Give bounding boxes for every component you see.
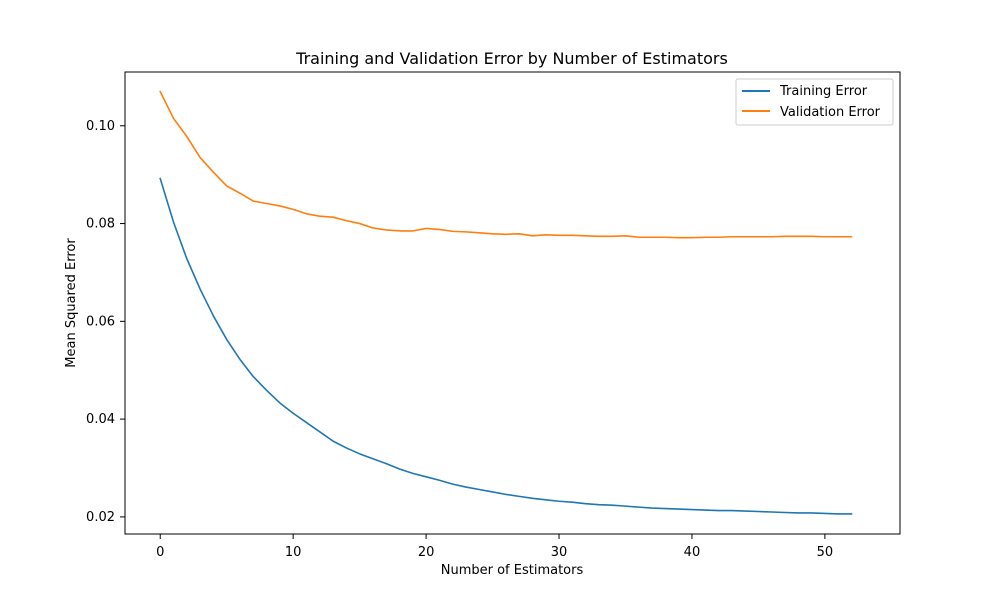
y-tick-label: 0.02	[86, 510, 115, 525]
y-tick-label: 0.10	[86, 119, 115, 134]
x-tick-label: 0	[156, 545, 164, 560]
plot-area: 0 10 20 30 40 50 0.02 0.04 0.06 0.08 0.10	[86, 71, 901, 560]
legend-frame	[735, 78, 894, 126]
legend-label-training-error: Training Error	[779, 84, 868, 99]
series-lines	[159, 90, 853, 515]
legend: Training Error Validation Error	[735, 78, 894, 126]
x-tick-label: 40	[684, 545, 701, 560]
legend-label-validation-error: Validation Error	[780, 105, 881, 120]
x-tick-label: 50	[817, 545, 834, 560]
chart-title: Training and Validation Error by Number …	[295, 49, 728, 68]
x-tick-label: 10	[285, 545, 302, 560]
y-axis-ticks: 0.02 0.04 0.06 0.08 0.10	[86, 119, 125, 525]
x-axis-label: Number of Estimators	[441, 563, 584, 578]
y-axis-label: Mean Squared Error	[64, 238, 79, 368]
y-tick-label: 0.06	[86, 314, 115, 329]
validation-error-line	[159, 90, 853, 239]
plot-frame	[124, 71, 901, 535]
training-error-line	[159, 177, 853, 515]
x-axis-ticks: 0 10 20 30 40 50	[156, 534, 833, 560]
y-tick-label: 0.04	[86, 412, 115, 427]
x-tick-label: 20	[418, 545, 435, 560]
x-tick-label: 30	[551, 545, 568, 560]
y-tick-label: 0.08	[86, 217, 115, 232]
